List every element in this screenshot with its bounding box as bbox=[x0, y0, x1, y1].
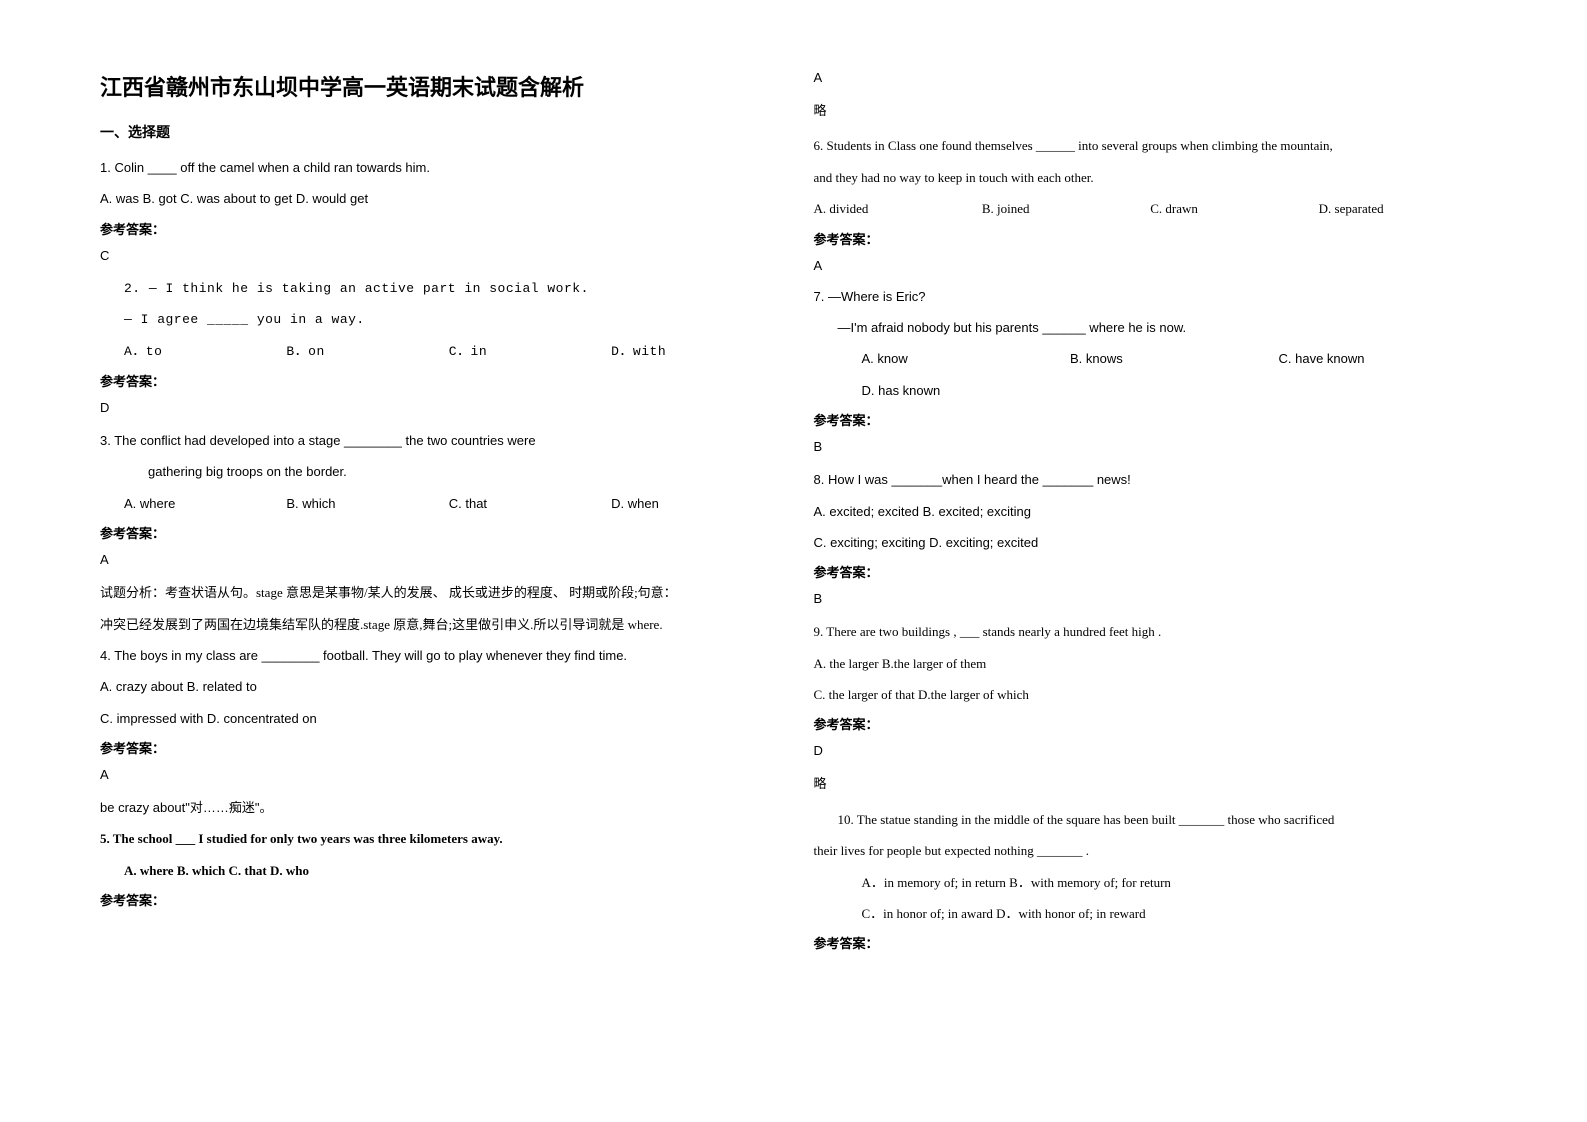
q10-answer-label: 参考答案： bbox=[814, 933, 1488, 952]
q4-text: 4. The boys in my class are ________ foo… bbox=[100, 644, 774, 667]
q2-line2: ― I agree _____ you in a way. bbox=[100, 308, 774, 331]
q7-line1: 7. —Where is Eric? bbox=[814, 285, 1488, 308]
q3-optC: C. that bbox=[449, 492, 611, 515]
q6-optC: C. drawn bbox=[1150, 197, 1318, 220]
right-column: A 略 6. Students in Class one found thems… bbox=[814, 70, 1528, 1082]
q6-optD: D. separated bbox=[1319, 197, 1487, 220]
q8-text: 8. How I was _______when I heard the ___… bbox=[814, 468, 1488, 491]
q3-optA: A. where bbox=[124, 492, 286, 515]
q6-answer: A bbox=[814, 258, 1488, 273]
q3-options: A. where B. which C. that D. when bbox=[100, 492, 774, 515]
q3-line1: 3. The conflict had developed into a sta… bbox=[100, 429, 774, 452]
q2-answer: D bbox=[100, 400, 774, 415]
q7-optB: B. knows bbox=[1070, 347, 1279, 370]
q2-line1: 2. ― I think he is taking an active part… bbox=[100, 277, 774, 300]
q5-options: A. where B. which C. that D. who bbox=[100, 859, 774, 882]
q3-answer: A bbox=[100, 552, 774, 567]
q6-line1: 6. Students in Class one found themselve… bbox=[814, 134, 1488, 157]
q7-optD: D. has known bbox=[814, 379, 1488, 402]
q5-answer: A bbox=[814, 70, 1488, 85]
q9-opts2: C. the larger of that D.the larger of wh… bbox=[814, 683, 1488, 706]
q2-answer-label: 参考答案： bbox=[100, 371, 774, 390]
q5-answer-label: 参考答案： bbox=[100, 890, 774, 909]
q3-answer-label: 参考答案： bbox=[100, 523, 774, 542]
q6-options: A. divided B. joined C. drawn D. separat… bbox=[814, 197, 1488, 220]
q6-answer-label: 参考答案： bbox=[814, 229, 1488, 248]
q2-options: A．to B．on C．in D．with bbox=[100, 340, 774, 363]
q2-optA: A．to bbox=[124, 340, 286, 363]
q4-analysis: be crazy about"对……痴迷"。 bbox=[100, 796, 774, 819]
q7-answer-label: 参考答案： bbox=[814, 410, 1488, 429]
q1-answer: C bbox=[100, 248, 774, 263]
q3-analysis1: 试题分析：考查状语从句。stage 意思是某事物/某人的发展、 成长或进步的程度… bbox=[100, 581, 774, 604]
q10-opts2: C．in honor of; in award D．with honor of;… bbox=[814, 902, 1488, 925]
q9-answer: D bbox=[814, 743, 1488, 758]
q4-answer-label: 参考答案： bbox=[100, 738, 774, 757]
q5-text: 5. The school ___ I studied for only two… bbox=[100, 827, 774, 850]
q8-answer-label: 参考答案： bbox=[814, 562, 1488, 581]
q3-optB: B. which bbox=[286, 492, 448, 515]
q7-options-row1: A. know B. knows C. have known bbox=[814, 347, 1488, 370]
q10-opts1: A．in memory of; in return B．with memory … bbox=[814, 871, 1488, 894]
q8-answer: B bbox=[814, 591, 1488, 606]
q6-line2: and they had no way to keep in touch wit… bbox=[814, 166, 1488, 189]
q6-optA: A. divided bbox=[814, 197, 982, 220]
q4-opts1: A. crazy about B. related to bbox=[100, 675, 774, 698]
q10-line2: their lives for people but expected noth… bbox=[814, 839, 1488, 862]
q3-optD: D. when bbox=[611, 492, 773, 515]
q9-opts1: A. the larger B.the larger of them bbox=[814, 652, 1488, 675]
q7-answer: B bbox=[814, 439, 1488, 454]
q1-answer-label: 参考答案： bbox=[100, 219, 774, 238]
q2-optC: C．in bbox=[449, 340, 611, 363]
q8-opts2: C. exciting; exciting D. exciting; excit… bbox=[814, 531, 1488, 554]
q1-text: 1. Colin ____ off the camel when a child… bbox=[100, 156, 774, 179]
q10-line1: 10. The statue standing in the middle of… bbox=[814, 808, 1488, 831]
q6-optB: B. joined bbox=[982, 197, 1150, 220]
section-header: 一、选择题 bbox=[100, 122, 774, 142]
q3-analysis2: 冲突已经发展到了两国在边境集结军队的程度.stage 原意,舞台;这里做引申义.… bbox=[100, 613, 774, 636]
q9-skip: 略 bbox=[814, 772, 1488, 795]
q9-text: 9. There are two buildings , ___ stands … bbox=[814, 620, 1488, 643]
q7-optA: A. know bbox=[862, 347, 1071, 370]
q2-optB: B．on bbox=[286, 340, 448, 363]
q7-optC: C. have known bbox=[1279, 347, 1488, 370]
q3-line2: gathering big troops on the border. bbox=[100, 460, 774, 483]
q4-opts2: C. impressed with D. concentrated on bbox=[100, 707, 774, 730]
q4-answer: A bbox=[100, 767, 774, 782]
q1-options: A. was B. got C. was about to get D. wou… bbox=[100, 187, 774, 210]
q5-skip: 略 bbox=[814, 99, 1488, 122]
page-title: 江西省赣州市东山坝中学高一英语期末试题含解析 bbox=[100, 70, 774, 102]
left-column: 江西省赣州市东山坝中学高一英语期末试题含解析 一、选择题 1. Colin __… bbox=[100, 70, 814, 1082]
q7-line2: —I'm afraid nobody but his parents _____… bbox=[814, 316, 1488, 339]
q2-optD: D．with bbox=[611, 340, 773, 363]
q8-opts1: A. excited; excited B. excited; exciting bbox=[814, 500, 1488, 523]
q9-answer-label: 参考答案： bbox=[814, 714, 1488, 733]
